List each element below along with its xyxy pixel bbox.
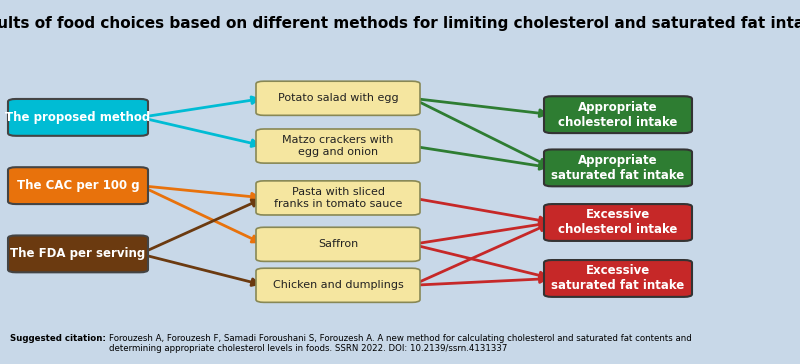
Text: The FDA per serving: The FDA per serving bbox=[10, 248, 146, 260]
FancyBboxPatch shape bbox=[256, 129, 420, 163]
FancyBboxPatch shape bbox=[8, 236, 148, 272]
Text: Forouzesh A, Forouzesh F, Samadi Foroushani S, Forouzesh A. A new method for cal: Forouzesh A, Forouzesh F, Samadi Foroush… bbox=[109, 334, 691, 353]
FancyBboxPatch shape bbox=[256, 181, 420, 215]
FancyBboxPatch shape bbox=[8, 99, 148, 136]
Text: Matzo crackers with
egg and onion: Matzo crackers with egg and onion bbox=[282, 135, 394, 157]
Text: Excessive
saturated fat intake: Excessive saturated fat intake bbox=[551, 265, 685, 292]
FancyBboxPatch shape bbox=[544, 150, 692, 186]
Text: Suggested citation:: Suggested citation: bbox=[10, 334, 109, 343]
Text: The proposed method: The proposed method bbox=[6, 111, 150, 124]
FancyBboxPatch shape bbox=[544, 204, 692, 241]
FancyBboxPatch shape bbox=[256, 268, 420, 302]
Text: Appropriate
cholesterol intake: Appropriate cholesterol intake bbox=[558, 101, 678, 128]
Text: The CAC per 100 g: The CAC per 100 g bbox=[17, 179, 139, 192]
Text: Appropriate
saturated fat intake: Appropriate saturated fat intake bbox=[551, 154, 685, 182]
FancyBboxPatch shape bbox=[8, 167, 148, 204]
Text: Excessive
cholesterol intake: Excessive cholesterol intake bbox=[558, 209, 678, 237]
Text: Results of food choices based on different methods for limiting cholesterol and : Results of food choices based on differe… bbox=[0, 16, 800, 31]
Text: Chicken and dumplings: Chicken and dumplings bbox=[273, 280, 403, 290]
Text: Saffron: Saffron bbox=[318, 240, 358, 249]
FancyBboxPatch shape bbox=[256, 81, 420, 115]
Text: Pasta with sliced
franks in tomato sauce: Pasta with sliced franks in tomato sauce bbox=[274, 187, 402, 209]
Text: Potato salad with egg: Potato salad with egg bbox=[278, 93, 398, 103]
FancyBboxPatch shape bbox=[544, 96, 692, 133]
FancyBboxPatch shape bbox=[256, 227, 420, 261]
FancyBboxPatch shape bbox=[544, 260, 692, 297]
